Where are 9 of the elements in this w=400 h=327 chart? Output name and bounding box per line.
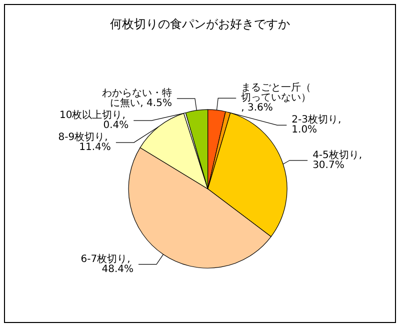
slice-label: 2-3枚切り, 1.0% [292,114,344,136]
slice-label: まるごと一斤（切っていない） [241,82,312,104]
slice-label: 6-7枚切り, 48.4% [80,252,134,275]
slice-label: 10枚以上切り, 0.4% [60,109,129,132]
slice-label: 4-5枚切り, 30.7% [312,148,366,171]
chart-title: 何枚切りの食パンがお好きですか [110,17,290,31]
slice-label: 8-9枚切り, 11.4% [58,131,111,154]
data-label: , 3.6% [241,102,273,114]
slice-label: わからない・特に無い, 4.5% [102,87,172,110]
